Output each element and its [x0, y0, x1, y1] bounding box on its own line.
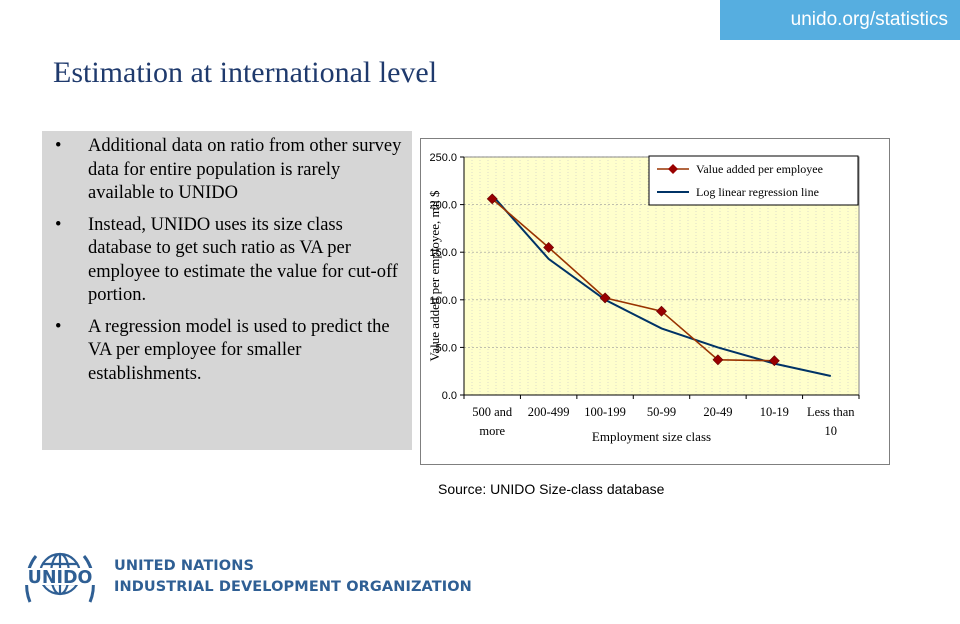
x-tick-label-line: Less than [807, 405, 855, 419]
x-tick-label-line: 20-49 [703, 405, 732, 419]
y-tick-label: 100.0 [429, 295, 457, 307]
va-data-point [712, 354, 724, 366]
y-tick-label: 0.0 [442, 390, 457, 402]
x-tick-label: 200-499 [528, 405, 570, 419]
va-data-point [599, 292, 611, 304]
x-tick-label-line: 100-199 [584, 405, 626, 419]
x-tick-label: 20-49 [703, 405, 732, 419]
source-note: Source: UNIDO Size-class database [438, 481, 665, 497]
url-badge[interactable]: unido.org/statistics [720, 0, 960, 40]
legend-label-va: Value added per employee [696, 162, 823, 176]
y-tick-label: 250.0 [429, 152, 457, 164]
va-data-point [656, 305, 667, 317]
chart-container: 0.0 50.0 100.0 150.0 200.0 250.0 500 and more 20… [420, 138, 890, 465]
legend-label-regression: Log linear regression line [696, 185, 819, 199]
bullet-item: A regression model is used to predict th… [55, 316, 404, 387]
bullet-panel: Additional data on ratio from other surv… [42, 131, 412, 450]
logo-text: UNITED NATIONS INDUSTRIAL DEVELOPMENT OR… [114, 556, 472, 598]
bullet-list: Additional data on ratio from other surv… [42, 131, 412, 386]
y-tick-label: 150.0 [429, 247, 457, 259]
va-per-employee-line [491, 198, 775, 362]
x-tick-label: 500 and more [472, 405, 513, 438]
x-tick-label-line: 10-19 [760, 405, 789, 419]
slide-title: Estimation at international level [53, 56, 438, 89]
legend-marker-va [668, 164, 678, 174]
url-text: unido.org/statistics [790, 9, 948, 30]
logo-line-org: INDUSTRIAL DEVELOPMENT ORGANIZATION [114, 579, 472, 595]
logo-wordmark: UNIDO [28, 568, 93, 588]
y-axis-title: Value added per employee, mil $ [427, 190, 442, 362]
y-tick-label: 50.0 [436, 342, 457, 354]
x-tick-label: 10-19 [760, 405, 789, 419]
logo-line-un: UNITED NATIONS [114, 558, 255, 574]
x-tick-label-line: more [479, 424, 505, 438]
va-data-point [768, 355, 780, 367]
x-tick-label-line: 500 and [472, 405, 513, 419]
va-data-point [543, 242, 555, 253]
x-axis-title: Employment size class [592, 429, 711, 444]
x-tick-label-line: 50-99 [647, 405, 676, 419]
unido-logo: UNIDO UNITED NATIONS INDUSTRIAL DEVELOPM… [14, 544, 472, 616]
y-tick-label: 200.0 [429, 200, 457, 212]
bullet-item: Additional data on ratio from other surv… [55, 135, 404, 206]
bullet-item: Instead, UNIDO uses its size class datab… [55, 214, 404, 308]
x-tick-label-line: 200-499 [528, 405, 570, 419]
va-per-employee-chart: 0.0 50.0 100.0 150.0 200.0 250.0 500 and more 20… [427, 152, 860, 444]
x-tick-label-line: 10 [825, 424, 838, 438]
x-tick-label: 100-199 [584, 405, 626, 419]
va-data-point [486, 193, 498, 205]
un-emblem-logo-icon: UNIDO [22, 552, 98, 603]
legend-box [648, 155, 859, 206]
x-tick-label: Less than 10 [807, 405, 855, 438]
x-tick-label: 50-99 [647, 405, 676, 419]
